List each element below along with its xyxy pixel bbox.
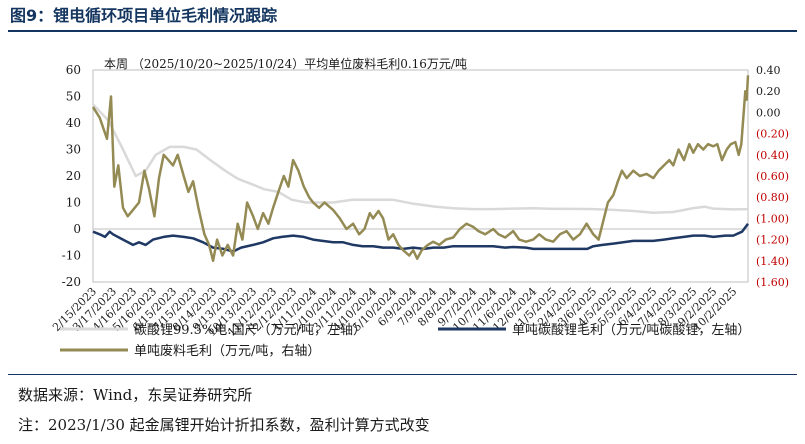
y-right-tick-label: (1.60): [756, 276, 789, 289]
footnote: 注：2023/1/30 起金属锂开始计折扣系数，盈利计算方式改变: [18, 416, 430, 434]
weekly-annotation: 本周 （2025/10/20~2025/10/24）平均单位废料毛利0.16万元…: [104, 56, 467, 71]
title-divider: [8, 30, 797, 32]
y-right-tick-label: (0.60): [756, 170, 789, 183]
plot-area: [92, 69, 749, 283]
y-left-tick-label: -10: [62, 249, 81, 263]
line-chart: -20 -10 0 10 20 30 40 50 60 0.40 0.20 0.00 (0.20) (0…: [50, 56, 789, 359]
y-left-tick-label: 40: [66, 116, 81, 130]
series-line-2: [92, 222, 749, 253]
y-left-tick-label: 10: [66, 196, 81, 210]
y-right-tick-label: (0.80): [756, 191, 789, 204]
figure-title: 图9：锂电循环项目单位毛利情况跟踪: [10, 6, 278, 25]
y-right-tick-label: 0.40: [756, 64, 781, 77]
y-left-tick-label: 20: [66, 169, 81, 183]
y-left-tick-label: -20: [62, 275, 81, 289]
y-left-tick-label: 0: [73, 222, 81, 236]
y-left-tick-label: 60: [66, 63, 81, 77]
y-right-tick-label: (0.20): [756, 128, 789, 141]
legend-label-3: 单吨废料毛利（万元/吨，右轴）: [134, 343, 320, 359]
footer-divider: [8, 374, 797, 375]
y-right-tick-label: (0.40): [756, 149, 789, 162]
series-line-3: [91, 75, 750, 263]
y-right-tick-label: (1.00): [756, 212, 789, 225]
y-right-tick-label: (1.40): [756, 255, 789, 268]
series-line-1: [92, 103, 749, 215]
y-right-tick-label: (1.20): [756, 234, 789, 247]
legend-label-1: 碳酸锂99.5%电:国产（万元/吨，左轴）: [134, 323, 366, 338]
legend-label-2: 单吨碳酸锂毛利（万元/吨碳酸锂，左轴）: [512, 323, 750, 338]
y-left-tick-label: 30: [66, 143, 81, 157]
y-left-tick-label: 50: [66, 90, 81, 104]
y-right-tick-label: 0.20: [756, 85, 781, 98]
y-right-tick-label: 0.00: [756, 106, 781, 119]
data-source: 数据来源：Wind，东吴证券研究所: [18, 386, 253, 404]
